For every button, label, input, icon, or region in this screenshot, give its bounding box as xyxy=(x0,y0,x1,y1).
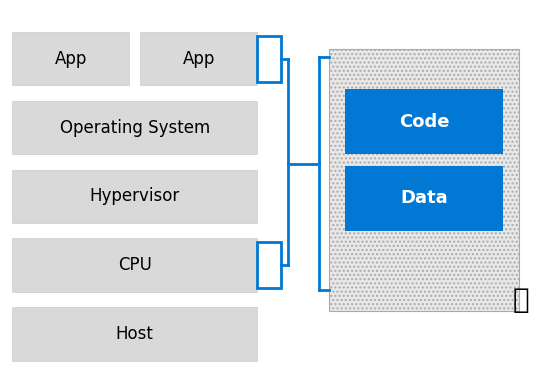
Text: Operating System: Operating System xyxy=(59,119,210,137)
FancyBboxPatch shape xyxy=(257,36,281,82)
Text: Host: Host xyxy=(116,325,154,343)
Text: 🔒: 🔒 xyxy=(513,286,530,313)
Text: CPU: CPU xyxy=(118,256,152,274)
FancyBboxPatch shape xyxy=(12,32,129,85)
Text: Data: Data xyxy=(400,189,448,207)
FancyBboxPatch shape xyxy=(12,238,257,292)
Text: App: App xyxy=(55,50,87,68)
FancyBboxPatch shape xyxy=(345,166,503,231)
FancyBboxPatch shape xyxy=(140,32,257,85)
FancyBboxPatch shape xyxy=(12,307,257,361)
FancyBboxPatch shape xyxy=(12,101,257,154)
Text: Code: Code xyxy=(399,113,449,131)
FancyBboxPatch shape xyxy=(257,242,281,288)
Text: Hypervisor: Hypervisor xyxy=(90,187,180,205)
Text: App: App xyxy=(182,50,215,68)
FancyBboxPatch shape xyxy=(12,169,257,223)
FancyBboxPatch shape xyxy=(329,49,519,311)
FancyBboxPatch shape xyxy=(345,89,503,154)
